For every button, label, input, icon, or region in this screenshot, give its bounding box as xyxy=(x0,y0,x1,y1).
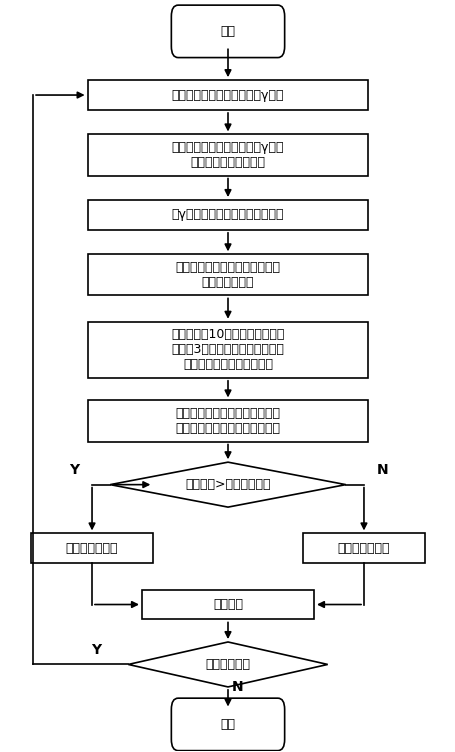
FancyBboxPatch shape xyxy=(171,698,284,750)
Bar xyxy=(87,200,368,230)
Bar xyxy=(87,135,368,175)
Text: 开始: 开始 xyxy=(220,25,235,38)
Text: Y: Y xyxy=(69,463,79,478)
Text: 打开中子发生器: 打开中子发生器 xyxy=(66,542,118,555)
Polygon shape xyxy=(110,462,345,507)
Text: 关闭中子发生器: 关闭中子发生器 xyxy=(337,542,389,555)
Text: Y: Y xyxy=(91,643,101,657)
Text: 将重构能谱与校准时获得的检出
限能谱能谱分别累加得到计数率: 将重构能谱与校准时获得的检出 限能谱能谱分别累加得到计数率 xyxy=(175,407,280,435)
Text: N: N xyxy=(375,463,387,478)
Bar xyxy=(87,80,368,110)
Text: 选取涵盖铀、钍与钾特征峰，缩
小能谱去噪范围: 选取涵盖铀、钍与钾特征峰，缩 小能谱去噪范围 xyxy=(175,261,280,289)
Text: 总计数率>检出限计数率: 总计数率>检出限计数率 xyxy=(185,478,270,491)
Text: N: N xyxy=(231,681,243,694)
Bar xyxy=(142,590,313,620)
Text: 获得当前深度随能量变化的γ能谱: 获得当前深度随能量变化的γ能谱 xyxy=(172,89,283,102)
Bar xyxy=(87,322,368,378)
Polygon shape xyxy=(128,642,327,687)
FancyBboxPatch shape xyxy=(171,5,284,58)
Text: 结束: 结束 xyxy=(220,718,235,731)
Bar xyxy=(302,533,424,563)
Text: 改变深度: 改变深度 xyxy=(212,598,243,611)
Text: 深度未达最小: 深度未达最小 xyxy=(205,658,250,671)
Text: 将γ能谱减去本地谱获得去本地谱: 将γ能谱减去本地谱获得去本地谱 xyxy=(172,208,283,221)
Text: 取自开始记录到进入矿层的γ能谱
中的最小值作为本底谱: 取自开始记录到进入矿层的γ能谱 中的最小值作为本底谱 xyxy=(172,141,283,169)
Bar xyxy=(87,400,368,441)
Text: 对能谱进行10个尺度的小波分解
，并对3个尺度谱进行处理，确定
噪声的阈值，得到重构能谱: 对能谱进行10个尺度的小波分解 ，并对3个尺度谱进行处理，确定 噪声的阈值，得到… xyxy=(171,329,284,371)
Bar xyxy=(31,533,153,563)
Bar xyxy=(87,254,368,296)
